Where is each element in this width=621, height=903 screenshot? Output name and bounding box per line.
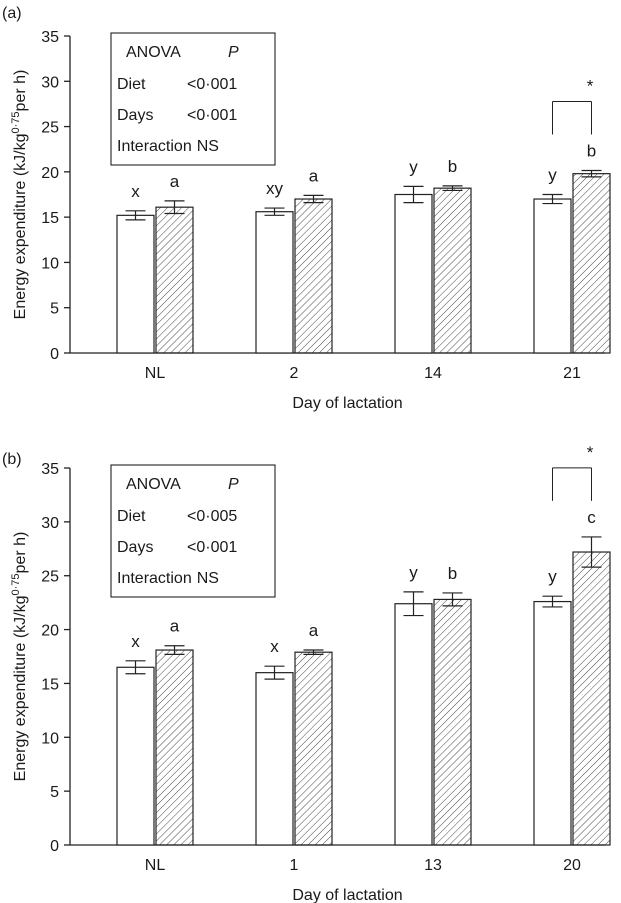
y-tick-label: 35 — [41, 461, 59, 478]
bar-open — [394, 603, 433, 846]
chart-panel-b: (b) 0 5 10 15 20 25 30 35 Energy expenditure (kJ/… — [2, 443, 611, 903]
anova-term: Interaction — [117, 570, 192, 587]
y-tick-label: 5 — [50, 784, 59, 801]
bar-open — [116, 666, 155, 846]
anova-value: NS — [197, 570, 219, 587]
x-tick-label: 2 — [290, 365, 299, 382]
y-axis-title-sup: 0·75 — [10, 111, 22, 133]
chart-panel-a: (a) 0 5 10 15 20 25 30 35 Energy expenditure (kJ/… — [2, 5, 611, 412]
bar-open — [394, 193, 433, 354]
bar-open — [116, 214, 155, 354]
significance-letter: a — [309, 166, 319, 185]
anova-term: Interaction — [117, 138, 192, 155]
significance-letter: y — [548, 567, 557, 586]
x-tick-label: NL — [145, 365, 166, 382]
anova-row-interaction: Interaction NS — [117, 570, 219, 587]
bar-hatched — [433, 598, 472, 846]
y-tick-label: 35 — [41, 29, 59, 46]
x-tick-label: 1 — [290, 857, 299, 874]
bar-hatched — [294, 651, 333, 846]
panel-label: (b) — [2, 451, 22, 468]
anova-value: <0·005 — [187, 508, 237, 525]
y-tick-label: 0 — [50, 838, 59, 855]
anova-p-label: P — [228, 44, 239, 61]
anova-header: ANOVA — [126, 476, 181, 493]
bar-hatched — [572, 551, 611, 846]
bar-open — [255, 211, 294, 354]
x-tick-label: 21 — [563, 365, 581, 382]
significance-letter: y — [548, 166, 557, 185]
asterisk-label: * — [587, 76, 594, 95]
y-tick-label: 15 — [41, 676, 59, 693]
significance-letter: xy — [266, 179, 284, 198]
significance-letter: a — [170, 172, 180, 191]
x-axis-title: Day of lactation — [292, 395, 402, 412]
bar-hatched — [294, 198, 333, 354]
asterisk-label: * — [587, 443, 594, 462]
y-tick-label: 25 — [41, 120, 59, 137]
y-axis-title-main: Energy expenditure (kJ/kg — [12, 133, 29, 319]
significance-letter: y — [409, 157, 418, 176]
anova-value: NS — [197, 138, 219, 155]
significance-letter: b — [448, 157, 457, 176]
anova-row-interaction: Interaction NS — [117, 138, 219, 155]
anova-term: Diet — [117, 508, 146, 525]
y-axis-title: Energy expenditure (kJ/kg0·75per h) — [10, 532, 29, 782]
anova-box — [110, 32, 276, 166]
bar-hatched — [433, 187, 472, 354]
significance-letter: c — [587, 508, 596, 527]
y-tick-label: 10 — [41, 255, 59, 272]
x-tick-label: 20 — [563, 857, 581, 874]
significance-letter: b — [587, 141, 596, 160]
significance-letter: x — [131, 632, 140, 651]
panel-label: (a) — [2, 5, 22, 22]
y-axis-title: Energy expenditure (kJ/kg0·75per h) — [10, 70, 29, 320]
significance-letter: a — [170, 617, 180, 636]
anova-p-label: P — [228, 476, 239, 493]
x-axis-title: Day of lactation — [292, 887, 402, 903]
anova-header: ANOVA — [126, 44, 181, 61]
y-tick-label: 0 — [50, 346, 59, 363]
y-axis-title-tail: per h) — [12, 532, 29, 574]
bar-hatched — [155, 206, 194, 354]
bar-open — [533, 600, 572, 846]
y-axis-title-sup: 0·75 — [10, 573, 22, 595]
bar-open — [533, 198, 572, 354]
x-tick-label: 14 — [424, 365, 442, 382]
significance-letter: y — [409, 563, 418, 582]
y-tick-label: 20 — [41, 165, 59, 182]
y-axis-title-tail: per h) — [12, 70, 29, 112]
y-tick-label: 30 — [41, 74, 59, 91]
y-tick-label: 10 — [41, 730, 59, 747]
x-tick-label: NL — [145, 857, 166, 874]
anova-value: <0·001 — [187, 539, 237, 556]
y-axis-title-main: Energy expenditure (kJ/kg — [12, 595, 29, 781]
y-tick-label: 25 — [41, 569, 59, 586]
significance-letter: x — [131, 182, 140, 201]
anova-value: <0·001 — [187, 107, 237, 124]
bar-hatched — [155, 649, 194, 846]
significance-letter: a — [309, 621, 319, 640]
bar-hatched — [572, 173, 611, 354]
y-tick-label: 15 — [41, 210, 59, 227]
significance-letter: x — [270, 637, 279, 656]
anova-term: Days — [117, 107, 153, 124]
bar-open — [255, 672, 294, 846]
anova-term: Diet — [117, 76, 146, 93]
x-tick-label: 13 — [424, 857, 442, 874]
anova-value: <0·001 — [187, 76, 237, 93]
anova-box — [110, 464, 276, 598]
y-tick-label: 20 — [41, 623, 59, 640]
y-tick-label: 30 — [41, 515, 59, 532]
y-tick-label: 5 — [50, 301, 59, 318]
anova-term: Days — [117, 539, 153, 556]
significance-letter: b — [448, 564, 457, 583]
